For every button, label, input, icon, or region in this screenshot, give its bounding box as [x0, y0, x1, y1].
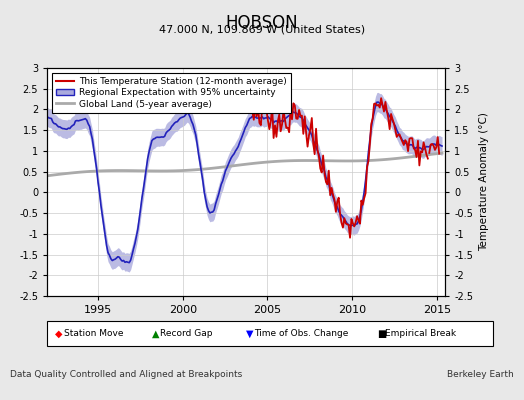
- Text: ■: ■: [377, 329, 387, 338]
- Text: ▼: ▼: [246, 329, 254, 338]
- Text: Time of Obs. Change: Time of Obs. Change: [254, 329, 348, 338]
- Text: ◆: ◆: [55, 329, 62, 338]
- Text: 47.000 N, 109.869 W (United States): 47.000 N, 109.869 W (United States): [159, 25, 365, 35]
- Text: Station Move: Station Move: [64, 329, 124, 338]
- Text: Empirical Break: Empirical Break: [385, 329, 456, 338]
- Text: HOBSON: HOBSON: [226, 14, 298, 32]
- Y-axis label: Temperature Anomaly (°C): Temperature Anomaly (°C): [479, 112, 489, 252]
- Legend: This Temperature Station (12-month average), Regional Expectation with 95% uncer: This Temperature Station (12-month avera…: [52, 72, 291, 113]
- Text: Record Gap: Record Gap: [160, 329, 212, 338]
- Text: Data Quality Controlled and Aligned at Breakpoints: Data Quality Controlled and Aligned at B…: [10, 370, 243, 379]
- Text: Berkeley Earth: Berkeley Earth: [447, 370, 514, 379]
- Text: ▲: ▲: [152, 329, 159, 338]
